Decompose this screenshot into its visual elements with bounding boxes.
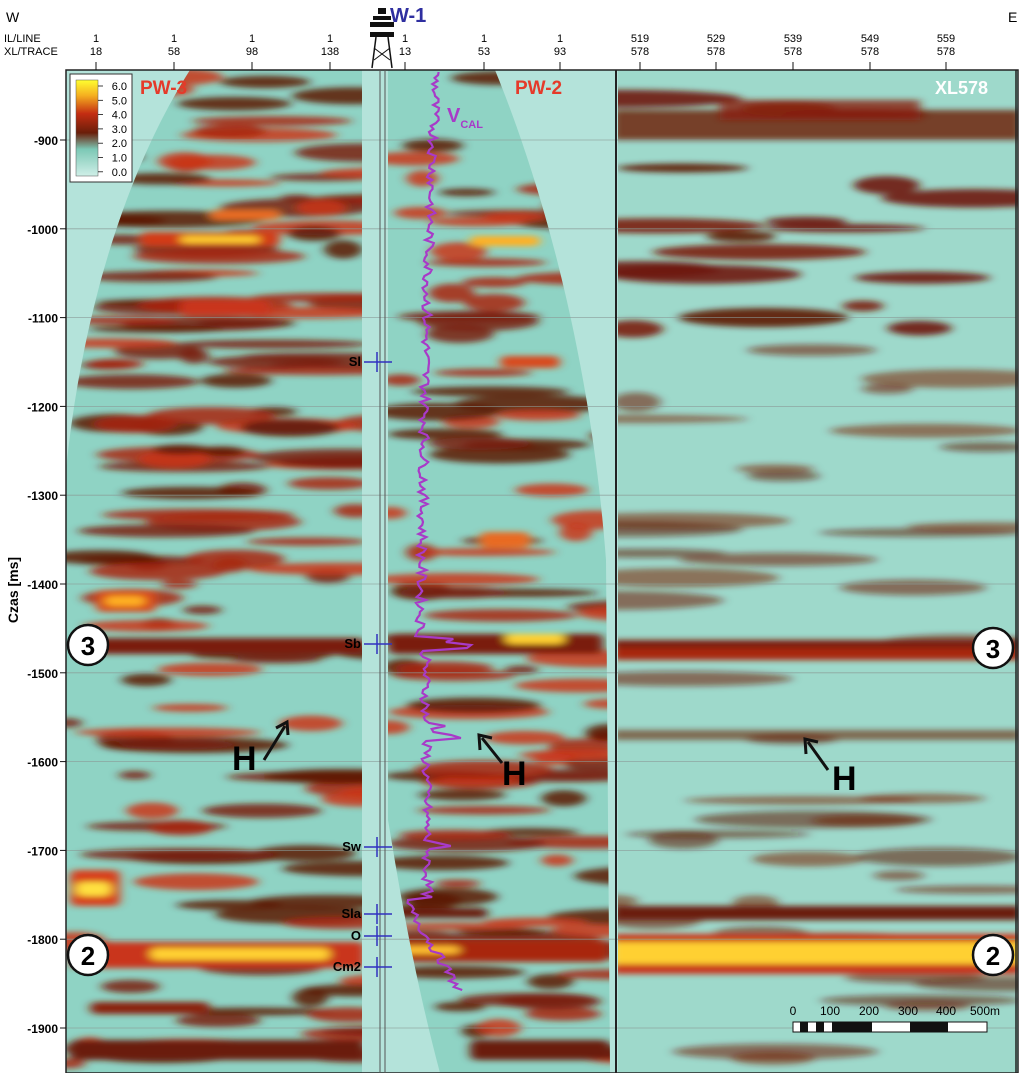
xl-tick-label: 53: [478, 46, 490, 58]
right-seismic-panel: [618, 70, 1018, 1073]
il-line-label: IL/LINE: [4, 33, 41, 45]
well-marker-label: O: [351, 928, 361, 943]
well-markers: Sl Sb Sw Sla O Cm2: [333, 352, 392, 977]
scale-label: 500m: [970, 1004, 1000, 1018]
y-tick-label: -1900: [27, 1022, 58, 1036]
svg-text:2: 2: [986, 941, 1000, 971]
colorbar-label: 0.0: [112, 167, 127, 179]
xl-tick-label: 578: [707, 46, 725, 58]
well-marker-label: Sla: [341, 906, 361, 921]
top-tick-labels: 1181581981138113153193519578529578539578…: [90, 33, 955, 70]
colorbar-label: 2.0: [112, 138, 127, 150]
right-panel-title: XL578: [935, 78, 988, 98]
il-tick-label: 1: [557, 33, 563, 45]
svg-text:3: 3: [986, 634, 1000, 664]
il-tick-label: 1: [93, 33, 99, 45]
horizon-2-left: 2: [66, 933, 110, 977]
svg-text:H: H: [232, 740, 257, 778]
xl-tick-label: 578: [861, 46, 879, 58]
y-tick-label: -900: [34, 134, 58, 148]
xl-tick-label: 93: [554, 46, 566, 58]
il-tick-label: 519: [631, 33, 649, 45]
xl-tick-label: 58: [168, 46, 180, 58]
xl-tick-label: 98: [246, 46, 258, 58]
colorbar-label: 6.0: [112, 81, 127, 93]
horizon-3-left: 3: [66, 623, 110, 667]
scale-label: 400: [936, 1004, 956, 1018]
colorbar-label: 3.0: [112, 124, 127, 136]
il-tick-label: 549: [861, 33, 879, 45]
xl-tick-label: 578: [784, 46, 802, 58]
well-marker-label: Cm2: [333, 959, 361, 974]
y-axis-ticks: -900 -1000 -1100 -1200 -1300 -1400 -1500 -1600 -…: [27, 134, 66, 1036]
xl-tick-label: 578: [631, 46, 649, 58]
scale-label: 100: [820, 1004, 840, 1018]
y-tick-label: -1800: [27, 933, 58, 947]
y-tick-label: -1200: [27, 400, 58, 414]
il-tick-label: 559: [937, 33, 955, 45]
scale-bar: 0 100 200 300 400 500m: [790, 1004, 1000, 1033]
scale-label: 300: [898, 1004, 918, 1018]
h-annotation-left: H: [232, 719, 290, 778]
svg-text:3: 3: [81, 631, 95, 661]
vcal-curve: [406, 71, 474, 992]
west-label: W: [6, 9, 20, 25]
il-tick-label: 539: [784, 33, 802, 45]
colorbar-label: 4.0: [112, 110, 127, 122]
drilling-rig-icon: [370, 8, 394, 69]
xl-tick-label: 578: [937, 46, 955, 58]
svg-text:H: H: [832, 760, 857, 798]
svg-text:2: 2: [81, 941, 95, 971]
colorbar-gradient: [75, 79, 99, 177]
east-label: E: [1008, 9, 1017, 25]
horizon-3-right: 3: [971, 626, 1015, 670]
y-tick-label: -1100: [28, 312, 58, 326]
scale-label: 0: [790, 1004, 797, 1018]
horizon-2-right: 2: [971, 933, 1015, 977]
left-seismic-panel: [66, 70, 362, 1073]
vcal-label: VCAL: [447, 105, 483, 131]
il-tick-label: 1: [327, 33, 333, 45]
il-tick-label: 529: [707, 33, 725, 45]
xl-tick-label: 13: [399, 46, 411, 58]
il-tick-label: 1: [171, 33, 177, 45]
left-panel-title: PW-3: [140, 78, 187, 99]
il-tick-label: 1: [249, 33, 255, 45]
colorbar: 6.0 5.0 4.0 3.0 2.0 1.0 0.0: [69, 73, 133, 183]
il-tick-label: 1: [481, 33, 487, 45]
colorbar-label: 5.0: [112, 95, 127, 107]
xl-tick-label: 18: [90, 46, 102, 58]
y-tick-label: -1500: [27, 667, 58, 681]
svg-text:H: H: [502, 755, 527, 793]
well-marker-label: Sl: [349, 354, 361, 369]
colorbar-label: 1.0: [112, 153, 127, 165]
well-marker-label: Sb: [344, 636, 361, 651]
y-tick-label: -1300: [27, 489, 58, 503]
time-gridlines: [66, 139, 1016, 1029]
well-name: W-1: [390, 5, 426, 27]
xl-tick-label: 138: [321, 46, 339, 58]
y-tick-label: -1600: [27, 756, 58, 770]
h-annotation-right: H: [803, 737, 857, 798]
xl-trace-label: XL/TRACE: [4, 46, 58, 58]
scale-label: 200: [859, 1004, 879, 1018]
well-marker-label: Sw: [342, 839, 362, 854]
middle-seismic-panel: [388, 70, 610, 1073]
y-axis-label: Czas [ms]: [5, 557, 21, 623]
y-tick-label: -1000: [27, 223, 58, 237]
h-annotation-mid: H: [477, 733, 527, 793]
y-tick-label: -1700: [27, 844, 58, 858]
plot-frame: [65, 69, 1019, 1073]
il-tick-label: 1: [402, 33, 408, 45]
mid-panel-title: PW-2: [515, 78, 562, 99]
y-tick-label: -1400: [27, 578, 58, 592]
